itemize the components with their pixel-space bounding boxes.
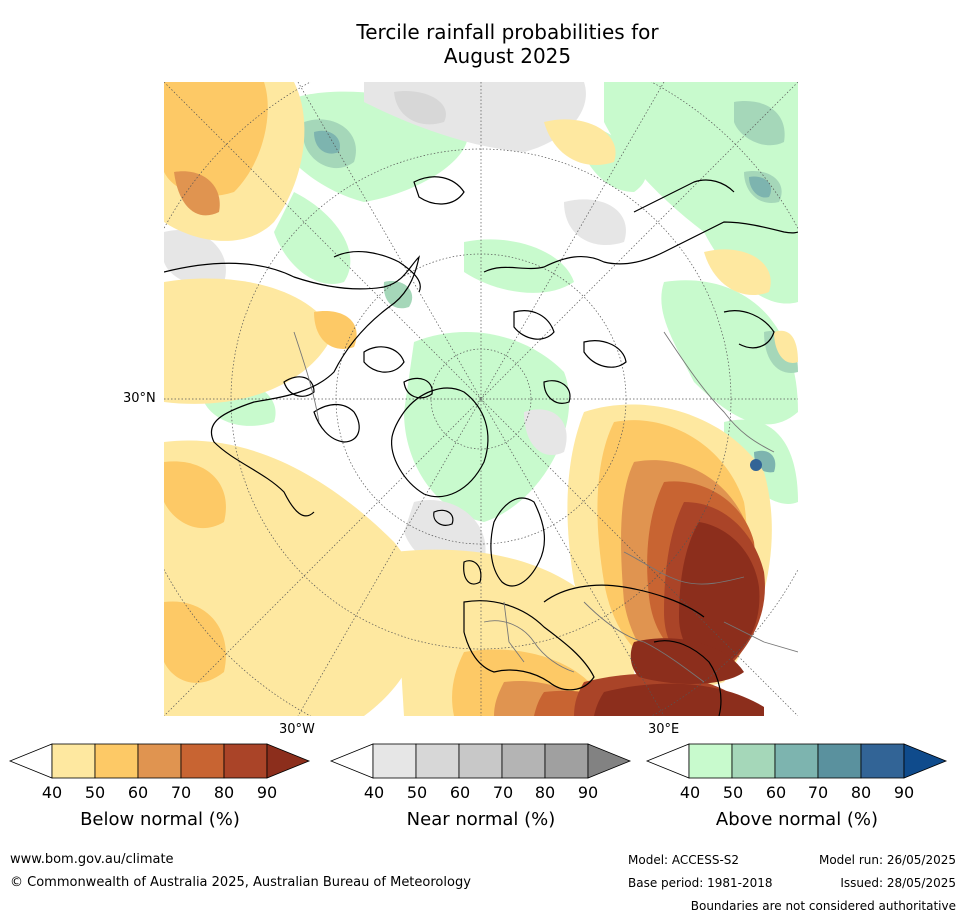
colorbar-swatch <box>688 743 733 779</box>
above-normal-hotspot <box>750 459 762 471</box>
colorbar-max-arrow <box>587 743 632 779</box>
issued-text: Issued: 28/05/2025 <box>840 876 956 890</box>
country-borders <box>293 331 798 683</box>
colorbar-near-normal: 40 50 60 70 80 90 Near normal (%) <box>329 743 632 830</box>
colorbar-above-normal-swatches <box>645 743 948 779</box>
tick: 90 <box>893 783 915 802</box>
coastlines <box>164 176 798 716</box>
disclaimer-text: Boundaries are not considered authoritat… <box>690 899 956 913</box>
tick: 50 <box>722 783 744 802</box>
tick: 70 <box>492 783 514 802</box>
lon-30w-label: 30°W <box>279 722 315 737</box>
map-title: Tercile rainfall probabilities for Augus… <box>0 20 965 68</box>
colorbar-below-normal-swatches <box>8 743 311 779</box>
map-canvas <box>164 82 798 716</box>
colorbar-swatch <box>860 743 905 779</box>
colorbar-swatch <box>94 743 139 779</box>
base-period-text: Base period: 1981-2018 <box>628 876 773 890</box>
colorbar-max-arrow <box>266 743 311 779</box>
tick: 40 <box>41 783 63 802</box>
colorbar-max-arrow <box>903 743 948 779</box>
colorbar-swatch <box>137 743 182 779</box>
colorbar-above-label: Above normal (%) <box>715 809 879 830</box>
colorbar-swatch <box>223 743 268 779</box>
below-normal-90 <box>594 522 764 716</box>
tick: 80 <box>213 783 235 802</box>
tick: 40 <box>363 783 385 802</box>
tick: 50 <box>406 783 428 802</box>
model-run-text: Model run: 26/05/2025 <box>818 853 956 867</box>
tick: 70 <box>170 783 192 802</box>
tick: 70 <box>807 783 829 802</box>
colorbar-min-arrow <box>329 743 374 779</box>
tick: 60 <box>765 783 787 802</box>
colorbar-swatch <box>180 743 225 779</box>
title-line-2: August 2025 <box>443 44 572 68</box>
colorbar-swatch <box>501 743 546 779</box>
lon-30e-label: 30°E <box>648 722 680 737</box>
colorbar-near-normal-swatches <box>329 743 632 779</box>
title-line-1: Tercile rainfall probabilities for <box>356 20 659 44</box>
colorbar-min-arrow <box>645 743 690 779</box>
tick: 90 <box>577 783 599 802</box>
colorbar-swatch <box>458 743 503 779</box>
colorbar-min-arrow <box>8 743 53 779</box>
colorbar-swatch <box>415 743 460 779</box>
tick: 40 <box>679 783 701 802</box>
tick: 80 <box>534 783 556 802</box>
colorbar-near-label: Near normal (%) <box>406 809 556 830</box>
colorbar-swatch <box>731 743 776 779</box>
colorbar-above-normal: 40 50 60 70 80 90 Above normal (%) <box>645 743 948 830</box>
colorbar-swatch <box>372 743 417 779</box>
tick: 50 <box>84 783 106 802</box>
colorbar-below-label: Below normal (%) <box>80 809 240 830</box>
colorbar-swatch <box>817 743 862 779</box>
website-link[interactable]: www.bom.gov.au/climate <box>10 852 174 867</box>
model-text: Model: ACCESS-S2 <box>628 853 740 867</box>
copyright-text: © Commonwealth of Australia 2025, Austra… <box>10 875 471 890</box>
tick: 60 <box>449 783 471 802</box>
polar-map <box>164 82 798 716</box>
lat-30n-label: 30°N <box>123 391 156 406</box>
colorbar-swatch <box>544 743 589 779</box>
colorbar-swatch <box>774 743 819 779</box>
colorbar-swatch <box>51 743 96 779</box>
tick: 90 <box>256 783 278 802</box>
tick: 60 <box>127 783 149 802</box>
tick: 80 <box>850 783 872 802</box>
colorbar-below-normal: 40 50 60 70 80 90 Below normal (%) <box>8 743 311 830</box>
